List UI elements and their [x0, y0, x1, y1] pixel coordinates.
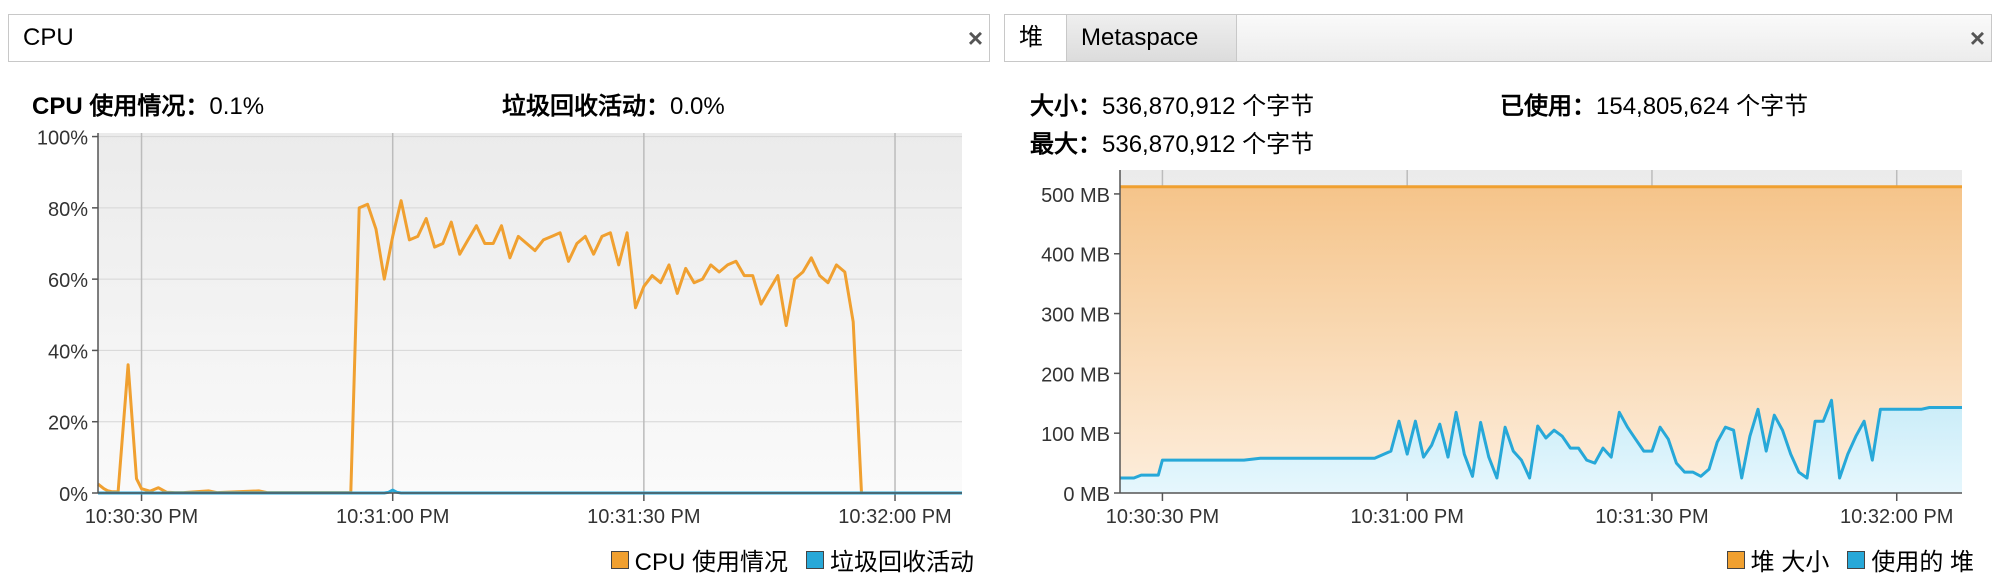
tab-metaspace[interactable]: Metaspace — [1067, 15, 1237, 61]
legend-item-used-heap: 使用的 堆 — [1847, 542, 1974, 577]
legend-item-cpu-usage: CPU 使用情况 — [610, 542, 788, 577]
legend-label: 垃圾回收活动 — [830, 549, 974, 576]
x-tick-label: 10:31:30 PM — [587, 506, 700, 528]
heap-size-label: 大小： — [1030, 93, 1102, 120]
gc-activity-stat: 垃圾回收活动：0.0% — [502, 86, 725, 121]
x-tick-label: 10:31:30 PM — [1595, 506, 1708, 528]
legend-swatch-blue — [806, 550, 824, 569]
cpu-tab-bar: CPU × — [8, 14, 990, 62]
legend-label: 使用的 堆 — [1871, 549, 1974, 576]
heap-used-stat: 已使用：154,805,624 个字节 — [1500, 86, 1808, 121]
y-tick-label: 400 MB — [1041, 245, 1110, 267]
cpu-usage-label: CPU 使用情况： — [32, 93, 210, 120]
x-tick-label: 10:32:00 PM — [1840, 506, 1953, 528]
y-tick-label: 100 MB — [1041, 424, 1110, 446]
cpu-panel: CPU × CPU 使用情况：0.1% 垃圾回收活动：0.0% 0% 20% 40%… — [8, 14, 990, 577]
tab-cpu[interactable]: CPU — [9, 15, 989, 61]
heap-max-label: 最大： — [1030, 131, 1102, 158]
series-area-heap-size — [1120, 186, 1962, 493]
y-tick-label: 80% — [48, 199, 88, 221]
x-tick-label: 10:31:00 PM — [1350, 506, 1463, 528]
x-tick-label: 10:31:00 PM — [336, 506, 449, 528]
y-tick-label: 0% — [59, 484, 88, 506]
series-line-used-heap — [1120, 398, 1962, 480]
y-tick-label: 100% — [37, 128, 88, 150]
y-tick-label: 60% — [48, 270, 88, 292]
x-tick-label: 10:30:30 PM — [85, 506, 198, 528]
legend-item-gc-activity: 垃圾回收活动 — [806, 542, 974, 577]
cpu-chart: 0% 20% 40% 60% 80% 100% 10:30:30 PM 10:31:00 PM… — [37, 128, 962, 528]
legend-swatch-orange — [610, 550, 629, 569]
series-area-used-heap — [1120, 400, 1962, 493]
plot-background — [98, 133, 962, 493]
heap-max-value: 536,870,912 个字节 — [1102, 131, 1315, 158]
y-tick-label: 200 MB — [1041, 364, 1110, 386]
heap-used-value: 154,805,624 个字节 — [1596, 93, 1809, 120]
legend-swatch-orange — [1726, 550, 1745, 569]
heap-panel: 堆 Metaspace × 大小：536,870,912 个字节 已使用：154… — [1000, 0, 1996, 576]
y-tick-label: 500 MB — [1041, 185, 1110, 207]
heap-max-stat: 最大：536,870,912 个字节 — [1030, 124, 1314, 159]
heap-used-label: 已使用： — [1500, 93, 1596, 120]
y-tick-label: 40% — [48, 341, 88, 363]
x-tick-label: 10:32:00 PM — [838, 506, 951, 528]
y-tick-label: 0 MB — [1063, 484, 1110, 506]
close-icon[interactable]: × — [967, 23, 983, 53]
legend-item-heap-size: 堆 大小 — [1726, 542, 1830, 577]
gc-activity-value: 0.0% — [670, 93, 725, 120]
cpu-legend: CPU 使用情况 垃圾回收活动 — [593, 542, 974, 577]
y-tick-label: 300 MB — [1041, 305, 1110, 327]
cpu-usage-value: 0.1% — [209, 93, 265, 120]
legend-label: 堆 大小 — [1750, 549, 1830, 576]
legend-swatch-blue — [1847, 550, 1866, 569]
gc-activity-label: 垃圾回收活动： — [502, 93, 670, 120]
close-icon[interactable]: × — [1969, 23, 1985, 53]
heap-chart: 0 MB 100 MB 200 MB 300 MB 400 MB 500 MB 10:30:… — [1041, 170, 1962, 528]
heap-size-value: 536,870,912 个字节 — [1102, 93, 1315, 120]
cpu-usage-stat: CPU 使用情况：0.1% — [32, 86, 264, 121]
heap-tab-bar: 堆 Metaspace × — [1004, 14, 1992, 62]
y-tick-label: 20% — [48, 413, 88, 435]
heap-legend: 堆 大小 使用的 堆 — [1709, 542, 1974, 577]
tab-heap[interactable]: 堆 — [1005, 15, 1067, 61]
x-tick-label: 10:30:30 PM — [1106, 506, 1219, 528]
legend-label: CPU 使用情况 — [634, 549, 788, 576]
heap-size-stat: 大小：536,870,912 个字节 — [1030, 86, 1314, 121]
